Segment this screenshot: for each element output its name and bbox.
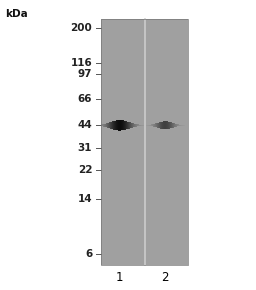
Text: 14: 14 <box>78 194 92 204</box>
Text: 44: 44 <box>77 120 92 130</box>
Text: 31: 31 <box>78 143 92 153</box>
Text: 200: 200 <box>70 23 92 33</box>
Bar <box>101 19 188 265</box>
Text: 116: 116 <box>70 58 92 68</box>
Text: 97: 97 <box>78 69 92 79</box>
Text: 22: 22 <box>78 165 92 175</box>
Text: 1: 1 <box>116 271 124 284</box>
Text: 2: 2 <box>161 271 169 284</box>
Text: 6: 6 <box>85 249 92 259</box>
Text: kDa: kDa <box>5 9 28 19</box>
Bar <box>101 19 188 265</box>
Text: 66: 66 <box>78 94 92 104</box>
